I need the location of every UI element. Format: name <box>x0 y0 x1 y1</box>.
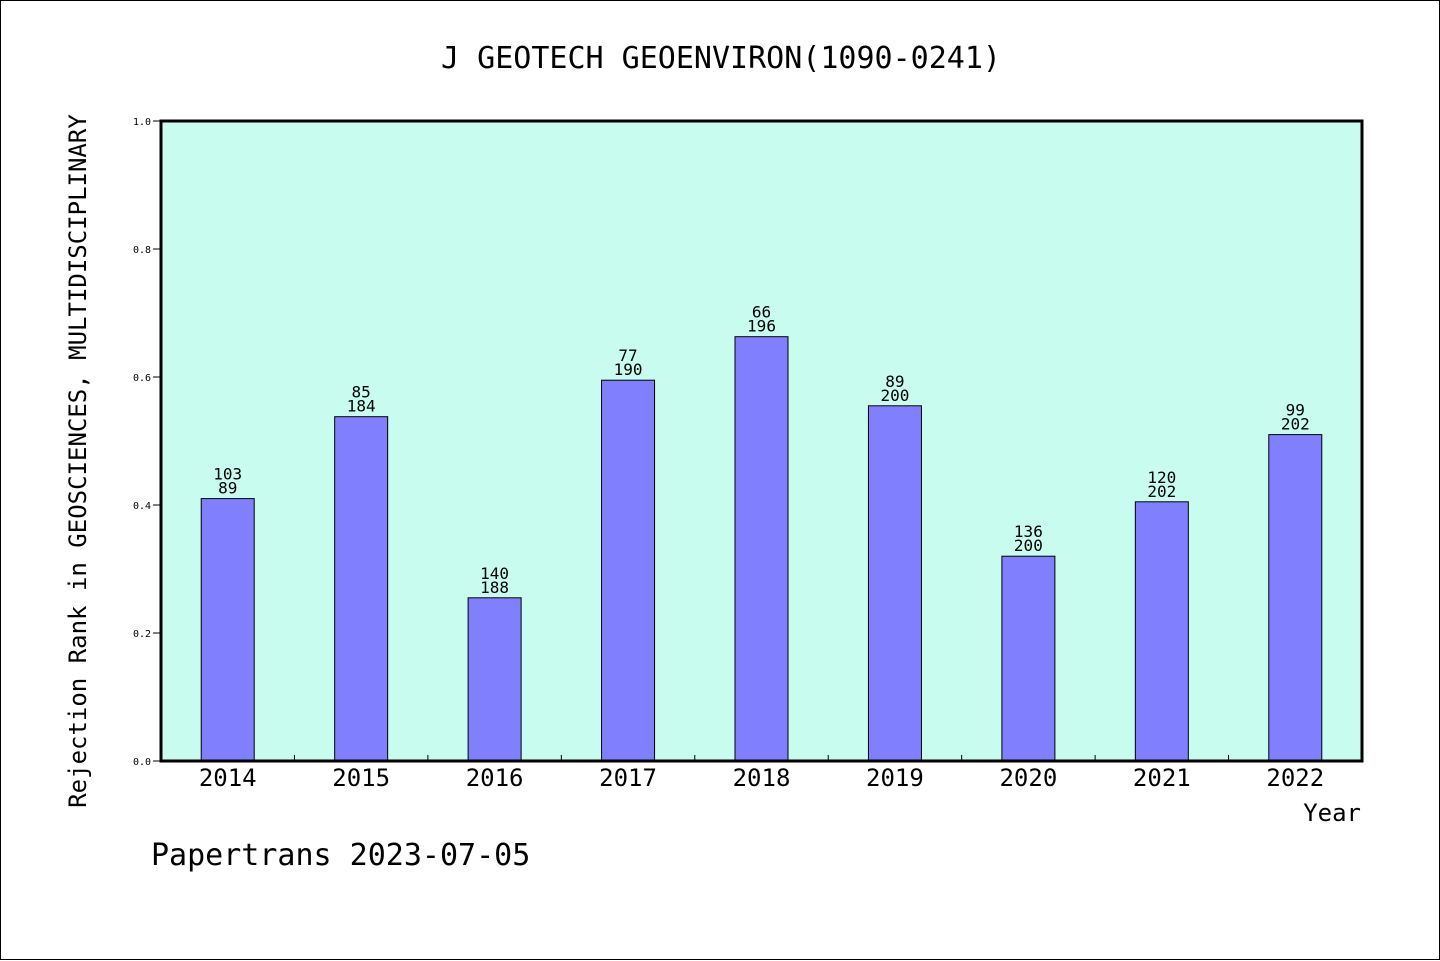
bar-2015 <box>334 416 389 762</box>
bar-total-label: 190 <box>614 360 643 379</box>
plot-frame <box>159 119 1364 763</box>
bar-rank-label: 85 <box>352 383 371 402</box>
y-tick-label: 0.8 <box>133 245 151 256</box>
y-tick-label: 0.4 <box>133 501 151 512</box>
x-tick-label: 2014 <box>199 764 257 792</box>
x-tick-label: 2015 <box>332 764 390 792</box>
x-tick-label: 2019 <box>866 764 924 792</box>
bar-total-label: 196 <box>747 317 776 336</box>
x-tick-label: 2021 <box>1133 764 1191 792</box>
bar-total-label: 184 <box>347 397 376 416</box>
bar-rank-label: 77 <box>618 346 637 365</box>
y-tick-label: 1.0 <box>133 117 151 128</box>
y-axis: 0.0 0.2 0.4 0.6 0.8 1.0 <box>133 117 161 768</box>
bar-rank-label: 140 <box>480 564 509 583</box>
y-axis-label: Rejection Rank in GEOSCIENCES, MULTIDISC… <box>64 114 92 808</box>
bar-2017 <box>601 379 656 762</box>
x-axis-label: Year <box>1303 799 1361 827</box>
bar-rank-label: 136 <box>1014 522 1043 541</box>
x-tick-label: 2022 <box>1266 764 1324 792</box>
bar-2019 <box>867 405 922 762</box>
footer-credit: Papertrans 2023-07-05 <box>151 838 530 873</box>
x-tick-label: 2017 <box>599 764 657 792</box>
bar-total-label: 200 <box>880 386 909 405</box>
bar-rank-label: 103 <box>213 465 242 484</box>
bar-2016 <box>467 597 522 762</box>
bar-2014 <box>200 498 255 762</box>
bar-2021 <box>1134 501 1189 762</box>
chart-title: J GEOTECH GEOENVIRON(1090-0241) <box>441 41 1001 76</box>
bar-total-label: 188 <box>480 578 509 597</box>
x-axis: 2014 2015 2016 2017 2018 2019 2020 2021 2022 <box>199 755 1324 792</box>
bars-group: 1038985184140188771906619689200136200120… <box>200 303 1323 762</box>
bar-total-label: 202 <box>1147 482 1176 501</box>
y-tick-label: 0.6 <box>133 373 151 384</box>
y-tick-label: 0.2 <box>133 629 151 640</box>
bar-rank-label: 99 <box>1286 401 1305 420</box>
bar-2020 <box>1001 555 1056 762</box>
bar-rank-label: 89 <box>885 372 904 391</box>
bar-total-label: 89 <box>218 479 237 498</box>
bar-total-label: 200 <box>1014 536 1043 555</box>
bar-rank-label: 66 <box>752 303 771 322</box>
bar-2022 <box>1268 434 1323 762</box>
y-tick-label: 0.0 <box>133 757 151 768</box>
x-tick-label: 2016 <box>466 764 524 792</box>
bar-2018 <box>734 336 789 762</box>
x-tick-label: 2018 <box>733 764 791 792</box>
x-tick-label: 2020 <box>999 764 1057 792</box>
bar-rank-label: 120 <box>1147 468 1176 487</box>
bar-total-label: 202 <box>1281 415 1310 434</box>
